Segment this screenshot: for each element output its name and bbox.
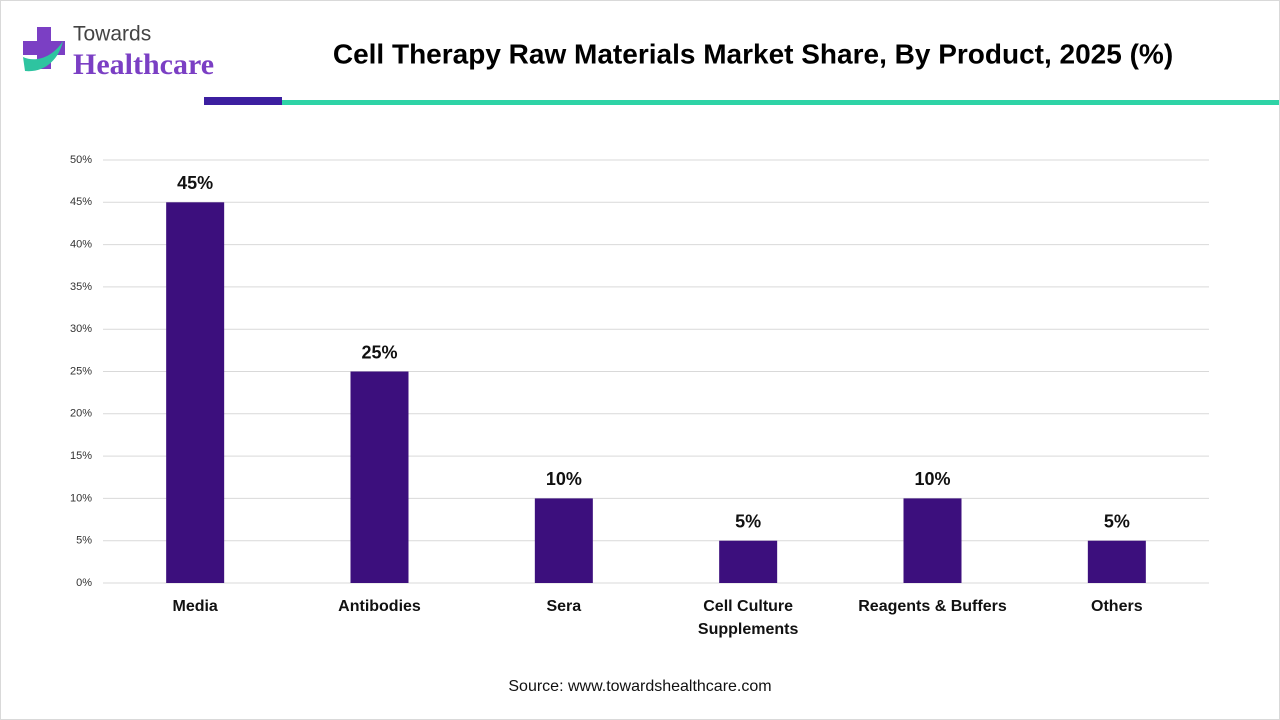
y-tick-label: 35%	[70, 281, 92, 293]
x-tick-label: Cell Culture Supplements	[697, 598, 799, 638]
y-tick-label: 10%	[70, 492, 92, 504]
value-label: 25%	[361, 342, 397, 362]
x-tick-label: Antibodies	[338, 598, 421, 615]
logo-icon	[23, 27, 65, 72]
x-tick-label: Media	[172, 598, 218, 615]
bar	[166, 202, 225, 584]
y-tick-label: 25%	[70, 365, 92, 377]
bar	[350, 371, 409, 583]
title-underline-accent	[204, 97, 282, 105]
x-tick-label: Reagents & Buffers	[858, 598, 1007, 615]
y-tick-label: 0%	[76, 577, 92, 589]
x-tick-label: Sera	[546, 598, 582, 615]
bar	[719, 540, 778, 583]
y-tick-label: 40%	[70, 239, 92, 251]
value-label: 5%	[735, 511, 761, 531]
y-tick-label: 45%	[70, 196, 92, 208]
logo-swoosh	[23, 41, 63, 72]
x-tick-label: Others	[1091, 598, 1143, 615]
bar	[1087, 540, 1146, 583]
bar	[534, 498, 593, 583]
bar	[903, 498, 962, 583]
logo-line2: Healthcare	[73, 48, 214, 81]
logo-line1: Towards	[73, 23, 151, 46]
value-label: 10%	[546, 469, 582, 489]
y-tick-label: 50%	[70, 154, 92, 166]
value-label: 5%	[1104, 511, 1130, 531]
title-underline	[282, 100, 1279, 105]
chart-title: Cell Therapy Raw Materials Market Share,…	[333, 38, 1173, 69]
y-tick-label: 30%	[70, 323, 92, 335]
y-tick-label: 20%	[70, 408, 92, 420]
y-tick-label: 5%	[76, 535, 92, 547]
logo-cross	[23, 27, 65, 69]
y-tick-label: 15%	[70, 450, 92, 462]
value-label: 45%	[177, 173, 213, 193]
source: Source: www.towardshealthcare.com	[508, 678, 771, 695]
value-label: 10%	[914, 469, 950, 489]
